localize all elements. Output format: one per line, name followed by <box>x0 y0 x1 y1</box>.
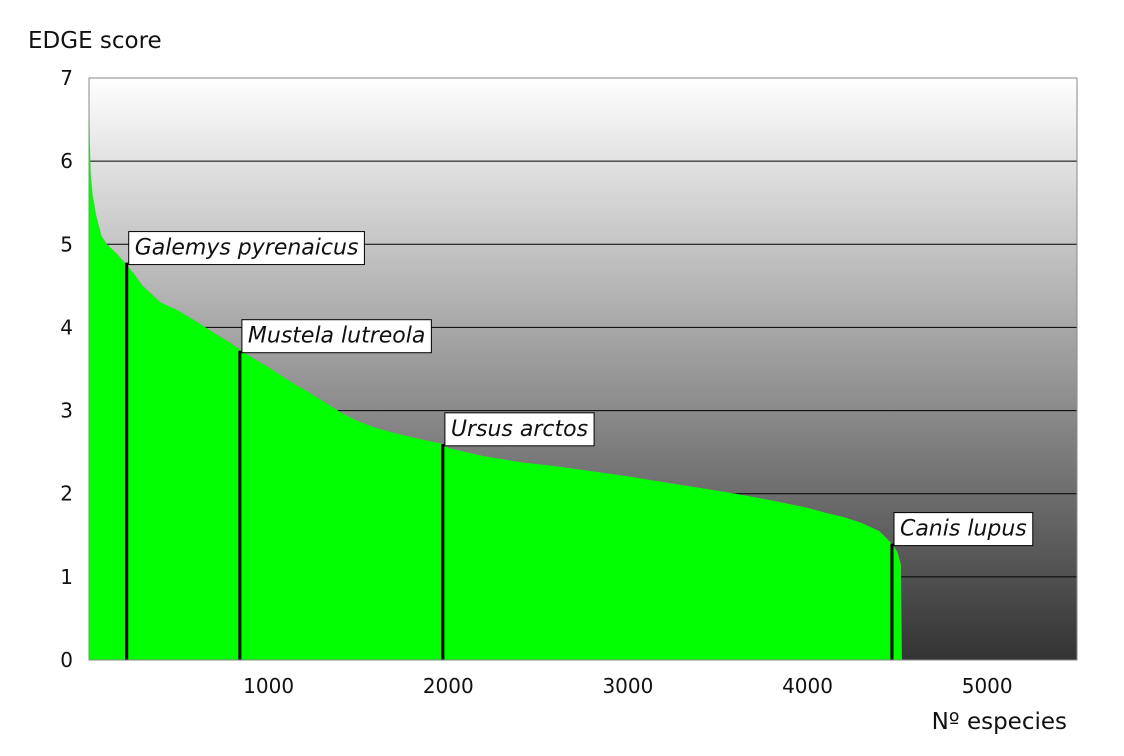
y-tick-label: 2 <box>60 482 73 506</box>
x-axis-ticks: 1000 2000 3000 4000 5000 <box>243 674 1012 698</box>
y-tick-label: 6 <box>60 149 73 173</box>
x-tick-label: 5000 <box>962 674 1013 698</box>
species-label-box <box>444 412 595 447</box>
edge-score-area <box>89 94 902 661</box>
y-axis-title: EDGE score <box>28 28 162 54</box>
y-tick-label: 7 <box>60 66 73 90</box>
species-markers: Galemys pyrenaicus Mustela lutreola Ursus … <box>125 231 1034 660</box>
x-tick-label: 1000 <box>243 674 294 698</box>
species-label: Canis lupus <box>893 512 1034 547</box>
x-tick-label: 2000 <box>423 674 474 698</box>
x-tick-label: 3000 <box>602 674 653 698</box>
x-tick-label: 4000 <box>782 674 833 698</box>
species-label: Ursus arctos <box>444 412 595 447</box>
species-label-box <box>241 319 432 354</box>
species-label: Mustela lutreola <box>241 319 432 354</box>
y-tick-label: 5 <box>60 232 73 256</box>
species-label-text: Mustela lutreola <box>248 324 425 349</box>
species-label: Galemys pyrenaicus <box>128 231 365 266</box>
species-label-text: Ursus arctos <box>451 417 588 442</box>
species-label-box <box>128 231 365 266</box>
plot-frame <box>88 77 1078 661</box>
x-axis-title: Nº especies <box>932 709 1067 735</box>
y-tick-label: 4 <box>60 315 73 339</box>
species-label-box <box>893 512 1034 547</box>
species-label-text: Canis lupus <box>900 517 1027 542</box>
y-tick-label: 1 <box>60 565 73 589</box>
y-axis-ticks: 0 1 2 3 4 5 6 7 <box>60 66 73 672</box>
species-label-text: Galemys pyrenaicus <box>135 236 359 261</box>
y-tick-label: 3 <box>60 399 73 423</box>
y-tick-label: 0 <box>60 648 73 672</box>
